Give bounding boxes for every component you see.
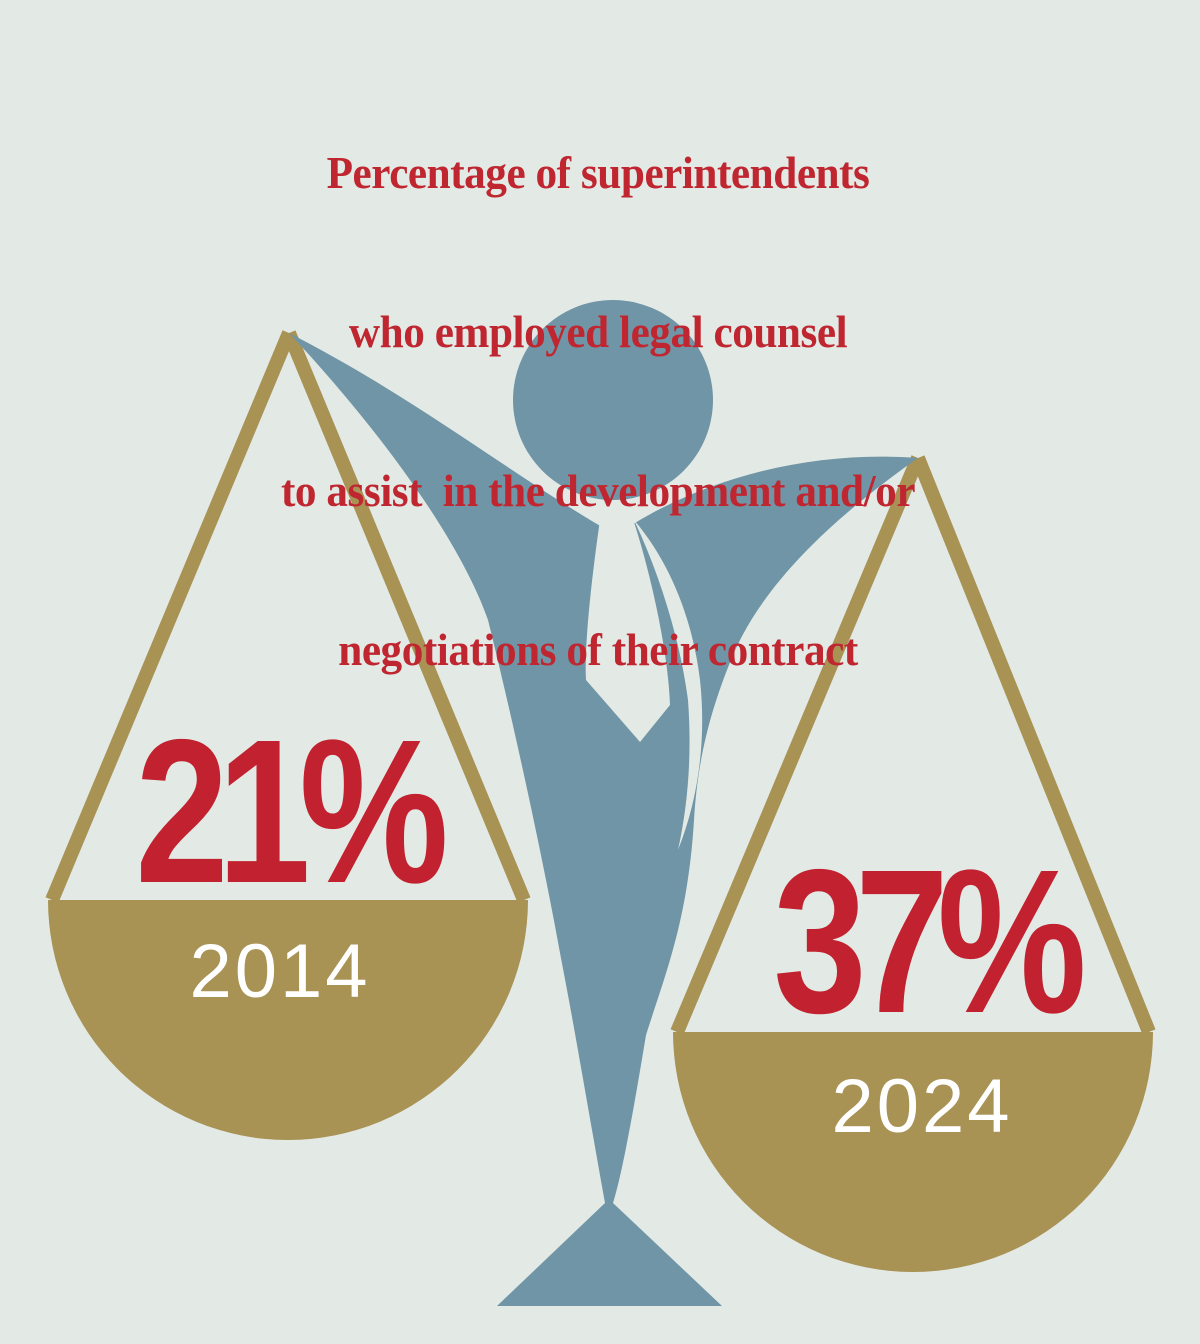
title-line-2: who employed legal counsel <box>348 306 848 357</box>
left-pan-value: 21% <box>128 709 456 914</box>
figure-body <box>289 333 918 1306</box>
right-arm-gap-cutout <box>634 520 703 850</box>
title-line-1: Percentage of superintendents <box>326 147 870 198</box>
left-pan-year: 2014 <box>189 929 371 1014</box>
right-scale-string-outer <box>911 455 1156 1035</box>
left-scale-string-outer <box>45 330 296 903</box>
right-scale-pan <box>673 1032 1153 1272</box>
right-pan-year: 2024 <box>831 1064 1013 1149</box>
title-line-4: negotiations of their contract <box>338 624 858 675</box>
gold-scale-parts <box>45 330 1156 1272</box>
figure-head <box>513 300 713 500</box>
right-pan-value: 37% <box>766 839 1094 1044</box>
left-pan-percent-sign: % <box>299 697 449 926</box>
chart-title: Percentage of superintendents who employ… <box>128 40 1068 782</box>
right-pan-percent-sign: % <box>937 827 1087 1056</box>
left-scale-pan <box>48 900 528 1140</box>
necktie-cutout <box>585 516 670 742</box>
left-pan-percentage: 21 <box>135 697 311 926</box>
right-scale-string-inner <box>670 455 925 1035</box>
title-line-3: to assist in the development and/or <box>280 465 916 516</box>
businessperson-figure <box>289 300 918 1306</box>
left-scale-string-inner <box>282 330 531 903</box>
right-pan-percentage: 37 <box>773 827 949 1056</box>
